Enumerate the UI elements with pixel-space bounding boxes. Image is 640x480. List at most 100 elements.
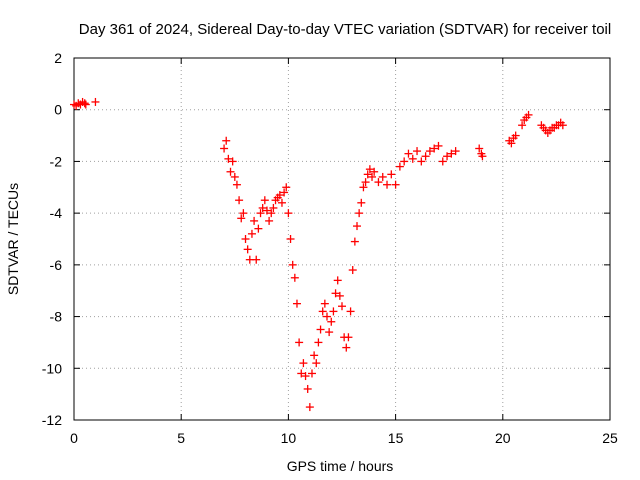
data-point — [258, 203, 267, 212]
axis-ticks — [73, 57, 611, 421]
data-point — [325, 328, 334, 337]
data-point — [374, 178, 383, 187]
data-point — [290, 273, 299, 282]
y-tick-label: -4 — [50, 205, 63, 221]
data-point — [314, 338, 323, 347]
data-point — [232, 180, 241, 189]
data-point — [260, 196, 269, 205]
data-point — [408, 154, 417, 163]
data-point — [226, 167, 235, 176]
data-point — [239, 209, 248, 218]
y-tick-label: -2 — [50, 153, 63, 169]
x-axis-label: GPS time / hours — [287, 458, 394, 474]
data-point — [434, 141, 443, 150]
data-point — [518, 121, 527, 130]
data-point — [303, 384, 312, 393]
data-point — [400, 157, 409, 166]
data-point — [307, 369, 316, 378]
data-point — [451, 147, 460, 156]
tick-labels: 0 5 10 15 20 25 -12 -10 -8 -6 -4 -2 0 2 — [42, 50, 618, 446]
y-tick-label: -6 — [50, 257, 63, 273]
data-point — [262, 206, 271, 215]
data-point — [383, 180, 392, 189]
data-point — [338, 302, 346, 311]
x-tick-label: 5 — [177, 430, 185, 446]
data-point — [348, 266, 357, 275]
data-point — [413, 147, 422, 156]
data-point — [558, 121, 567, 130]
data-point — [235, 196, 244, 205]
data-point — [286, 235, 295, 243]
data-point — [316, 325, 325, 334]
data-point — [292, 299, 301, 308]
data-point — [353, 222, 362, 231]
data-points — [70, 97, 567, 412]
data-point — [368, 172, 377, 181]
data-point — [404, 149, 413, 158]
y-tick-label: -10 — [42, 360, 62, 376]
x-tick-label: 0 — [70, 430, 78, 446]
chart-title: Day 361 of 2024, Sidereal Day-to-day VTE… — [79, 21, 611, 38]
data-point — [331, 289, 340, 298]
data-point — [282, 183, 291, 192]
data-point — [318, 307, 327, 316]
data-point — [222, 136, 231, 145]
data-point — [335, 291, 344, 300]
data-point — [524, 110, 533, 119]
data-point — [320, 299, 329, 308]
data-point — [254, 224, 263, 233]
data-point — [301, 372, 310, 381]
data-point — [267, 209, 276, 218]
data-point — [310, 351, 319, 360]
data-point — [391, 180, 400, 189]
data-point — [395, 162, 404, 171]
data-point — [297, 369, 306, 378]
data-point — [228, 157, 237, 166]
data-point — [295, 338, 304, 347]
y-tick-label: 2 — [54, 50, 62, 66]
data-point — [421, 152, 430, 161]
data-point — [312, 359, 321, 368]
data-point — [344, 333, 353, 342]
data-point — [299, 359, 308, 368]
data-point — [256, 209, 265, 218]
data-point — [329, 307, 338, 316]
data-point — [288, 260, 297, 269]
data-point — [350, 237, 359, 246]
data-point — [430, 144, 439, 153]
data-point — [363, 170, 372, 179]
data-point — [305, 403, 314, 412]
data-point — [322, 312, 331, 321]
data-point — [417, 157, 426, 166]
data-point — [224, 154, 233, 163]
data-point — [346, 307, 355, 316]
data-point — [438, 157, 447, 166]
data-point — [269, 203, 278, 212]
data-point — [280, 188, 289, 197]
data-point — [230, 172, 239, 181]
data-point — [361, 178, 370, 187]
data-point — [220, 144, 229, 153]
data-point — [387, 170, 396, 179]
y-tick-label: -8 — [50, 309, 63, 325]
data-point — [355, 209, 364, 218]
data-point — [475, 144, 484, 153]
data-point — [378, 172, 387, 181]
data-point — [250, 216, 259, 225]
data-point — [91, 97, 100, 106]
data-point — [507, 139, 516, 148]
data-point — [511, 131, 520, 140]
x-tick-label: 10 — [281, 430, 297, 446]
data-point — [243, 245, 252, 254]
data-point — [81, 100, 90, 109]
data-point — [247, 229, 256, 238]
data-point — [425, 147, 434, 156]
data-point — [275, 191, 284, 200]
y-tick-label: 0 — [54, 102, 62, 118]
x-tick-label: 20 — [495, 430, 511, 446]
data-point — [443, 152, 452, 161]
data-point — [342, 343, 351, 352]
x-tick-label: 15 — [388, 430, 404, 446]
data-point — [277, 198, 286, 207]
